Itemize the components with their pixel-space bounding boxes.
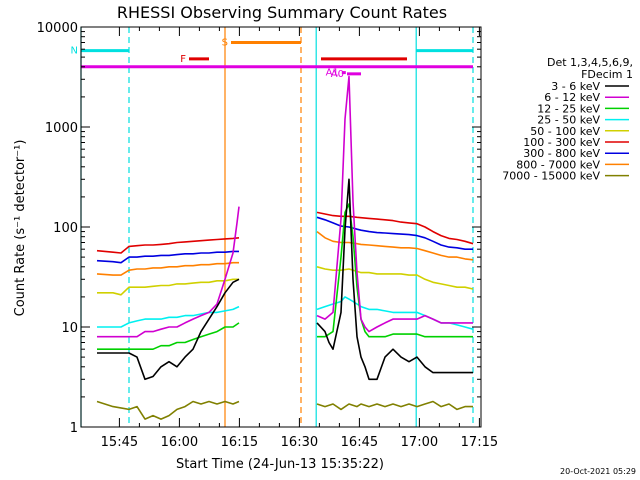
legend-title: FDecim 1	[581, 68, 633, 81]
y-tick-label: 1	[70, 421, 78, 436]
x-tick-label: 16:15	[221, 435, 258, 450]
flag-label-A0: A0	[331, 69, 344, 80]
series-line-25to50keV-seg0	[97, 305, 240, 328]
series-line-50to100keV-seg0	[97, 278, 239, 296]
legend-label: 100 - 300 keV	[523, 136, 600, 149]
series-line-12to25keV-seg0	[97, 322, 240, 351]
legend-label: 300 - 800 keV	[523, 147, 600, 160]
footer-timestamp: 20-Oct-2021 05:29	[560, 467, 636, 476]
chart-title: RHESSI Observing Summary Count Rates	[117, 3, 447, 22]
series-line-100to300keV-seg1	[316, 211, 474, 245]
x-tick-label: 16:45	[341, 435, 378, 450]
x-tick-label: 15:45	[101, 435, 138, 450]
legend-label: 800 - 7000 keV	[516, 158, 600, 171]
legend-label: 50 - 100 keV	[530, 125, 600, 138]
series-line-7000to15000keV-seg1	[316, 400, 473, 411]
x-axis-label: Start Time (24-Jun-13 15:35:22)	[176, 457, 384, 472]
legend-title: Det 1,3,4,5,6,9,	[547, 56, 633, 69]
series-line-100to300keV-seg0	[96, 237, 240, 254]
series-line-12to25keV-seg1	[317, 203, 473, 338]
series-line-300to800keV-seg0	[96, 250, 239, 264]
y-tick-label: 1000	[45, 121, 78, 136]
flag-label-S: S	[222, 37, 228, 48]
flag-label-N: N	[71, 46, 78, 57]
y-axis-label: Count Rate (s⁻¹ detector⁻¹)	[13, 140, 28, 317]
x-tick-label: 16:00	[161, 435, 198, 450]
legend-label: 3 - 6 keV	[551, 80, 600, 93]
series-line-6to12keV-seg0	[97, 206, 240, 338]
series-line-800to7000keV-seg0	[96, 261, 239, 276]
y-tick-label: 10000	[37, 21, 78, 36]
x-tick-label: 16:30	[281, 435, 318, 450]
legend-label: 7000 - 15000 keV	[502, 170, 600, 183]
y-tick-label: 100	[53, 221, 78, 236]
legend-label: 6 - 12 keV	[544, 91, 600, 104]
flag-label-A1: A1	[326, 68, 339, 79]
series-line-3to6keV-seg1	[316, 178, 473, 381]
series-line-3to6keV-seg0	[97, 278, 240, 381]
y-tick-label: 10	[61, 321, 78, 336]
series-line-6to12keV-seg1	[316, 75, 473, 333]
x-tick-label: 17:00	[401, 435, 438, 450]
x-tick-label: 17:15	[461, 435, 498, 450]
series-line-7000to15000keV-seg0	[96, 400, 240, 420]
legend-label: 25 - 50 keV	[537, 114, 600, 127]
legend-label: 12 - 25 keV	[537, 102, 600, 115]
flag-label-F: F	[180, 54, 186, 65]
